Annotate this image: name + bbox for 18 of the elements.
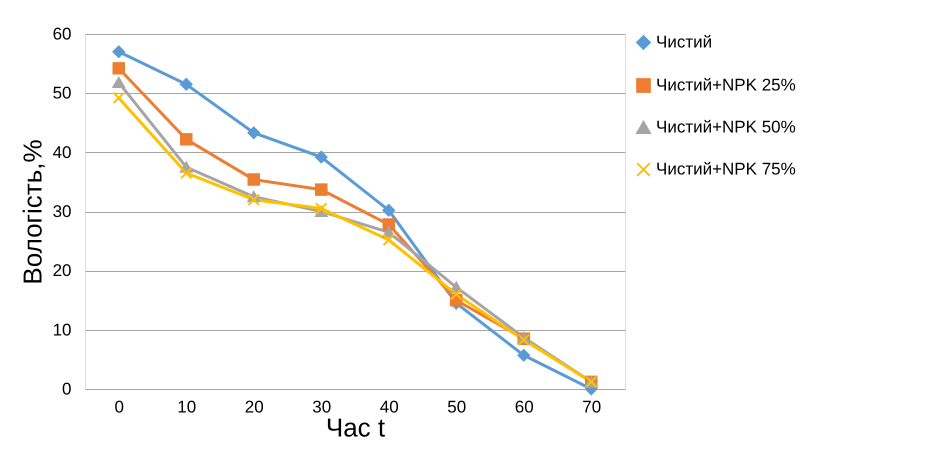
y-tick-label: 0	[62, 380, 72, 398]
y-axis-title: Вологість,%	[18, 139, 48, 285]
x-tick-label: 50	[447, 398, 466, 416]
x-tick-label: 20	[244, 398, 264, 416]
y-tick-label: 40	[52, 142, 72, 162]
x-tick-label: 60	[514, 398, 534, 416]
y-tick-label: 20	[52, 261, 72, 280]
x-tick-label: 0	[114, 398, 124, 416]
legend-label: Чистий+NPK 25%	[656, 76, 796, 94]
legend-label: Чистий+NPK 50%	[656, 118, 796, 136]
x-tick-label: 10	[177, 398, 196, 416]
y-tick-label: 10	[52, 320, 72, 340]
y-tick-label: 30	[52, 202, 72, 221]
legend-label: Чистий+NPK 75%	[656, 160, 796, 178]
y-tick-label: 50	[52, 84, 72, 103]
x-tick-label: 70	[582, 398, 602, 416]
y-tick-label: 60	[52, 24, 72, 44]
legend-label: Чистий	[656, 32, 712, 52]
